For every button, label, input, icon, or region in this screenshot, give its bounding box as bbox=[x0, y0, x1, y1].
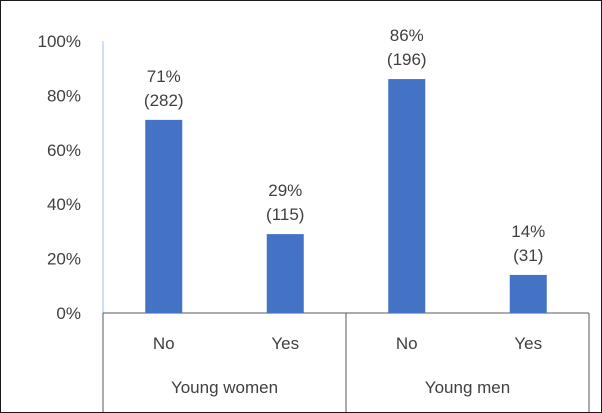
x-group-label: Young men bbox=[425, 378, 510, 397]
x-category-label: No bbox=[153, 334, 175, 353]
x-category-label: Yes bbox=[514, 334, 542, 353]
data-label-count: (196) bbox=[387, 50, 427, 69]
data-label-percent: 14% bbox=[511, 222, 545, 241]
bar bbox=[388, 79, 426, 313]
y-tick-label: 100% bbox=[38, 32, 81, 51]
bar bbox=[509, 274, 547, 313]
bar bbox=[145, 119, 183, 313]
data-label-count: (31) bbox=[513, 246, 543, 265]
data-label-percent: 29% bbox=[268, 181, 302, 200]
y-tick-label: 0% bbox=[56, 304, 81, 323]
x-category-label: Yes bbox=[271, 334, 299, 353]
data-label-percent: 86% bbox=[390, 26, 424, 45]
y-tick-label: 60% bbox=[47, 141, 81, 160]
bar bbox=[266, 234, 304, 313]
data-label-count: (115) bbox=[266, 205, 304, 224]
y-tick-label: 40% bbox=[47, 195, 81, 214]
data-label-percent: 71% bbox=[147, 67, 181, 86]
x-category-label: No bbox=[396, 334, 418, 353]
y-tick-label: 20% bbox=[47, 250, 81, 269]
data-label-count: (282) bbox=[144, 91, 184, 110]
x-group-label: Young women bbox=[171, 378, 278, 397]
y-tick-label: 80% bbox=[47, 86, 81, 105]
